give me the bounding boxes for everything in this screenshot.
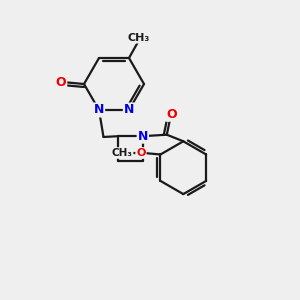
Text: O: O [56, 76, 66, 89]
Text: N: N [124, 103, 134, 116]
Text: CH₃: CH₃ [128, 33, 150, 43]
Text: O: O [136, 148, 146, 158]
Text: O: O [166, 108, 177, 121]
Text: N: N [138, 130, 148, 143]
Text: N: N [94, 103, 104, 116]
Text: CH₃: CH₃ [112, 148, 133, 158]
